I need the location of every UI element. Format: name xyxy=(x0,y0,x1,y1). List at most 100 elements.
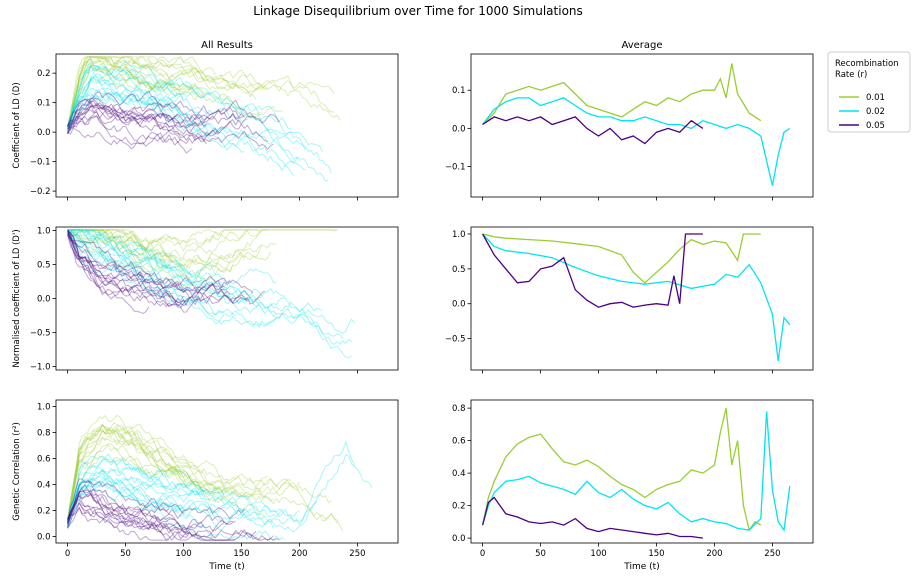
x-tick-label: 150 xyxy=(233,549,249,559)
y-tick-label: 1.0 xyxy=(37,403,51,413)
series-0_05-trace xyxy=(67,229,248,309)
series-0_02-trace xyxy=(67,231,352,359)
y-tick-label: 0.0 xyxy=(37,128,51,138)
series-0_01-trace xyxy=(67,229,170,259)
series-0_02-trace xyxy=(67,229,277,285)
panel-4: −0.5 0.0 0.5 1.0 xyxy=(445,226,814,374)
axes-frame xyxy=(470,226,814,371)
plot-area xyxy=(67,229,355,359)
series-0_01-trace xyxy=(67,64,199,132)
y-tick-label: −1.0 xyxy=(30,363,51,373)
series-0_05-trace xyxy=(67,503,257,541)
series-0_02-trace xyxy=(67,478,274,528)
x-tick-label: 100 xyxy=(590,549,606,559)
series-0_05-trace xyxy=(67,109,208,145)
y-tick-label: 0.2 xyxy=(37,507,51,517)
panels: −0.2 −0.1 0.0 0.1 0.2 All Results Coefficient … xyxy=(12,40,814,572)
series-0_01-trace xyxy=(67,56,263,128)
series-0_01-trace xyxy=(67,59,204,134)
series-0_05-trace xyxy=(67,98,245,127)
series-0_05-trace xyxy=(67,127,219,146)
series-0_02-trace xyxy=(67,453,373,531)
series-0_01-trace xyxy=(67,65,263,133)
series-0_05-trace xyxy=(67,502,274,541)
series-0_05-trace xyxy=(67,488,175,524)
series-0_02-trace xyxy=(67,59,291,130)
series-0_05-trace xyxy=(67,478,170,521)
series-0_05-trace xyxy=(67,506,236,541)
series-0_02-trace xyxy=(67,229,352,345)
series-0_01-trace xyxy=(67,56,257,132)
series-0_01-trace xyxy=(67,58,196,128)
series-0_02-trace xyxy=(67,231,236,317)
series-0_02-trace xyxy=(67,229,286,298)
series-0_05-trace xyxy=(67,490,280,541)
series-0_01-trace xyxy=(67,57,173,126)
series-0_02-trace xyxy=(67,88,306,172)
series-0_05-trace xyxy=(67,231,205,307)
series-0_02-trace xyxy=(67,464,225,526)
series-0_05-trace xyxy=(67,102,182,141)
x-tick-label: 100 xyxy=(175,549,191,559)
series-0_05-trace xyxy=(67,90,210,126)
series-0_05-trace xyxy=(67,494,170,541)
series-0_01-trace xyxy=(67,229,277,270)
series-0_02-trace xyxy=(67,92,245,153)
series-0_01-trace xyxy=(67,56,216,129)
series-0_05-trace xyxy=(67,500,190,535)
series-0_05-trace xyxy=(67,231,228,292)
x-tick-label: 250 xyxy=(349,549,365,559)
y-tick-label: 0.4 xyxy=(37,481,51,491)
series-0_05-trace xyxy=(67,115,274,151)
y-tick-label: 1.0 xyxy=(37,226,51,236)
series-0_01-trace xyxy=(67,63,205,132)
series-0_02-trace xyxy=(67,469,219,528)
series-0_01-trace xyxy=(67,229,173,263)
series-0_05-trace xyxy=(67,230,173,308)
panel-1: −0.2 −0.1 0.0 0.1 0.2 All Results Coefficient … xyxy=(12,40,399,201)
series-0_02-trace xyxy=(67,440,355,524)
series-0_01-trace xyxy=(67,436,266,521)
series-0_05-trace xyxy=(67,233,231,307)
series-0_05-trace xyxy=(67,229,184,308)
x-tick-label: 250 xyxy=(764,549,780,559)
series-0_01-line xyxy=(481,407,762,532)
series-0_02-trace xyxy=(67,458,205,529)
series-0_05-trace xyxy=(67,235,231,293)
series-0_01-trace xyxy=(67,229,262,269)
series-0_05-trace xyxy=(67,98,245,132)
series-0_01-trace xyxy=(67,424,228,520)
series-0_05-trace xyxy=(67,97,239,135)
axes-frame xyxy=(55,399,399,544)
series-0_05-line xyxy=(482,116,704,145)
y-tick-label: 0.5 xyxy=(37,260,51,270)
series-0_02-trace xyxy=(67,229,355,334)
y-tick-label: 0.1 xyxy=(452,86,466,96)
series-0_05-trace xyxy=(67,99,257,134)
axes-frame xyxy=(55,226,399,371)
series-0_01-trace xyxy=(67,426,332,526)
series-0_01-trace xyxy=(67,229,248,245)
axes-frame xyxy=(470,399,814,544)
legend-title-line1: Recombination xyxy=(835,59,899,69)
series-0_05-trace xyxy=(67,492,205,541)
series-0_02-trace xyxy=(67,229,323,314)
y-tick-label: 1.0 xyxy=(452,230,466,240)
legend-label-0_02: 0.02 xyxy=(866,107,885,117)
series-0_02-trace xyxy=(67,229,193,277)
y-tick-label: −0.5 xyxy=(30,329,51,339)
x-tick-label: 0 xyxy=(480,549,485,559)
series-0_01-trace xyxy=(67,56,335,135)
series-0_01-trace xyxy=(67,229,205,272)
series-0_02-trace xyxy=(67,89,179,130)
series-0_02-line xyxy=(481,411,791,532)
series-0_05-trace xyxy=(67,234,144,279)
series-0_02-trace xyxy=(67,484,216,539)
figure-title: Linkage Disequilibrium over Time for 100… xyxy=(253,4,583,18)
series-0_01-trace xyxy=(67,435,225,524)
y-tick-label: 0.0 xyxy=(37,295,51,305)
panel-3: −1.0 −0.5 0.0 0.5 1.0 Normalised coefficient … xyxy=(12,226,399,374)
series-0_05-trace xyxy=(67,479,236,531)
series-0_01-trace xyxy=(67,455,231,525)
series-0_01-trace xyxy=(67,423,274,522)
